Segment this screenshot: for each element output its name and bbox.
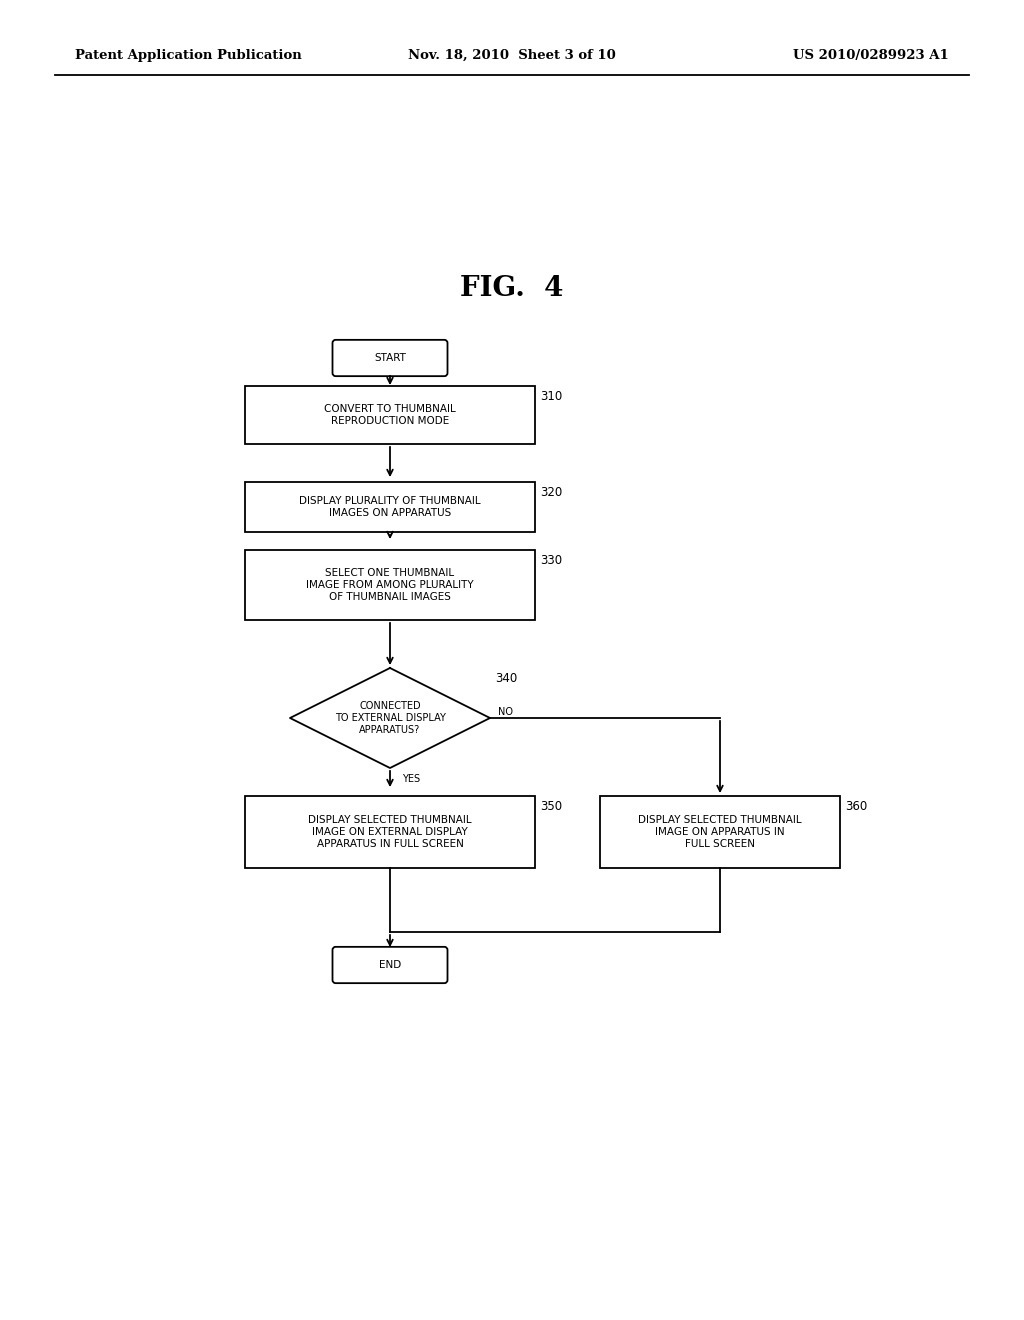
FancyBboxPatch shape: [333, 339, 447, 376]
Text: DISPLAY PLURALITY OF THUMBNAIL
IMAGES ON APPARATUS: DISPLAY PLURALITY OF THUMBNAIL IMAGES ON…: [299, 496, 481, 517]
Polygon shape: [290, 668, 490, 768]
Text: 310: 310: [540, 389, 562, 403]
Text: 340: 340: [495, 672, 517, 685]
FancyBboxPatch shape: [245, 385, 535, 444]
Text: 330: 330: [540, 554, 562, 568]
Text: CONNECTED
TO EXTERNAL DISPLAY
APPARATUS?: CONNECTED TO EXTERNAL DISPLAY APPARATUS?: [335, 701, 445, 735]
FancyBboxPatch shape: [245, 550, 535, 620]
FancyBboxPatch shape: [600, 796, 840, 869]
Text: 320: 320: [540, 486, 562, 499]
Text: DISPLAY SELECTED THUMBNAIL
IMAGE ON APPARATUS IN
FULL SCREEN: DISPLAY SELECTED THUMBNAIL IMAGE ON APPA…: [638, 816, 802, 849]
Text: FIG.  4: FIG. 4: [461, 275, 563, 301]
Text: 350: 350: [540, 800, 562, 813]
Text: NO: NO: [498, 708, 513, 717]
FancyBboxPatch shape: [333, 946, 447, 983]
Text: SELECT ONE THUMBNAIL
IMAGE FROM AMONG PLURALITY
OF THUMBNAIL IMAGES: SELECT ONE THUMBNAIL IMAGE FROM AMONG PL…: [306, 569, 474, 602]
Text: Patent Application Publication: Patent Application Publication: [75, 49, 302, 62]
Text: US 2010/0289923 A1: US 2010/0289923 A1: [794, 49, 949, 62]
Text: CONVERT TO THUMBNAIL
REPRODUCTION MODE: CONVERT TO THUMBNAIL REPRODUCTION MODE: [325, 404, 456, 426]
FancyBboxPatch shape: [245, 796, 535, 869]
Text: DISPLAY SELECTED THUMBNAIL
IMAGE ON EXTERNAL DISPLAY
APPARATUS IN FULL SCREEN: DISPLAY SELECTED THUMBNAIL IMAGE ON EXTE…: [308, 816, 472, 849]
Text: Nov. 18, 2010  Sheet 3 of 10: Nov. 18, 2010 Sheet 3 of 10: [409, 49, 615, 62]
FancyBboxPatch shape: [245, 482, 535, 532]
Text: START: START: [374, 352, 406, 363]
Text: YES: YES: [402, 774, 420, 784]
Text: 360: 360: [845, 800, 867, 813]
Text: END: END: [379, 960, 401, 970]
